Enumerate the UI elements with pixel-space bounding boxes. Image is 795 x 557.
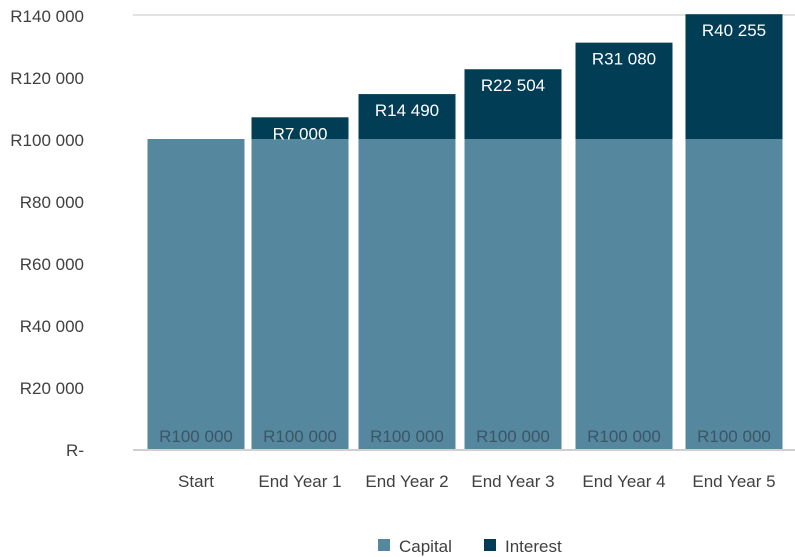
legend-label: Capital [399, 537, 452, 556]
interest-bar [358, 94, 456, 139]
capital-data-label: R100 000 [697, 427, 771, 446]
interest-data-label: R22 504 [481, 76, 545, 95]
y-tick-label: R80 000 [20, 193, 84, 212]
x-tick-label: End Year 1 [258, 472, 341, 491]
x-tick-label: End Year 3 [471, 472, 554, 491]
bars: R100 000 R100 000 R7 000 R100 000 R14 490 R10… [147, 14, 783, 449]
capital-bar [358, 139, 456, 449]
y-axis-tick-labels: R- R20 000 R40 000 R60 000 R80 000 R100 000 R1… [10, 7, 84, 460]
y-tick-label: R40 000 [20, 317, 84, 336]
legend-swatch [378, 539, 390, 551]
capital-bar [147, 139, 245, 449]
legend-swatch [484, 539, 496, 551]
y-tick-label: R60 000 [20, 255, 84, 274]
interest-bar [464, 69, 562, 139]
legend: Capital Interest [378, 537, 562, 556]
capital-bar [685, 139, 783, 449]
x-tick-label: End Year 2 [365, 472, 448, 491]
capital-data-label: R100 000 [159, 427, 233, 446]
interest-data-label: R31 080 [592, 50, 656, 69]
y-tick-label: R100 000 [10, 131, 84, 150]
legend-label: Interest [505, 537, 562, 556]
capital-bar [575, 139, 673, 449]
x-tick-label: Start [178, 472, 214, 491]
interest-bar [251, 117, 349, 139]
capital-bar [251, 139, 349, 449]
y-tick-label: R120 000 [10, 69, 84, 88]
y-tick-label: R140 000 [10, 7, 84, 26]
interest-bar [575, 42, 673, 139]
y-tick-label: R20 000 [20, 379, 84, 398]
capital-data-label: R100 000 [370, 427, 444, 446]
interest-data-label: R14 490 [375, 101, 439, 120]
capital-bar [464, 139, 562, 449]
interest-bar [685, 14, 783, 139]
interest-data-label: R40 255 [702, 21, 766, 40]
capital-data-label: R100 000 [587, 427, 661, 446]
x-tick-label: End Year 5 [692, 472, 775, 491]
interest-data-label: R7 000 [273, 124, 328, 143]
y-tick-label: R- [66, 441, 84, 460]
capital-data-label: R100 000 [476, 427, 550, 446]
x-axis-tick-labels: Start End Year 1 End Year 2 End Year 3 End Y… [178, 472, 776, 491]
capital-data-label: R100 000 [263, 427, 337, 446]
x-tick-label: End Year 4 [582, 472, 665, 491]
